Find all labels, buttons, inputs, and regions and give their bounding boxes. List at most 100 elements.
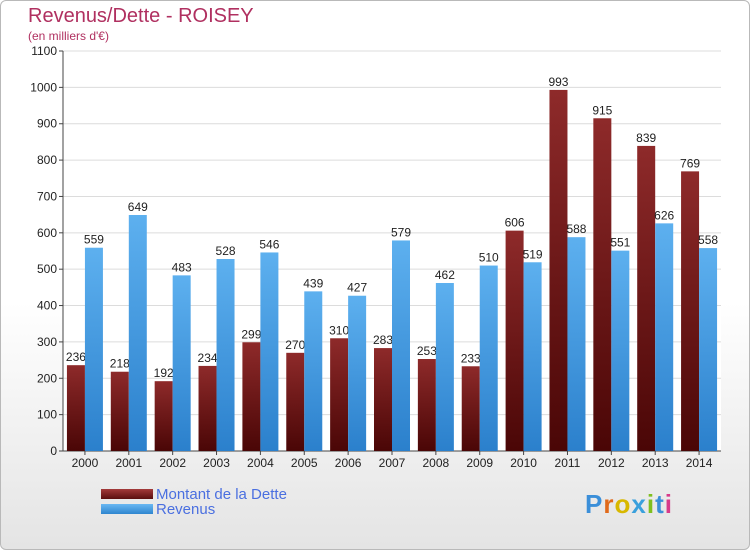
bar-revenue (260, 252, 279, 451)
bar-label-revenue: 528 (216, 244, 236, 258)
bar-label-revenue: 649 (128, 200, 148, 214)
proxiti-logo: Proxiti (585, 489, 673, 520)
bar-debt (154, 381, 173, 451)
bar-label-revenue: 483 (172, 260, 192, 274)
bar-revenue (172, 275, 191, 451)
y-tick-label: 0 (50, 444, 57, 458)
bar-label-revenue: 588 (566, 222, 586, 236)
legend-label-revenue: Revenus (156, 501, 216, 518)
legend-swatch-revenue (101, 504, 153, 514)
bar-label-debt: 310 (329, 323, 349, 337)
logo-letter: t (655, 489, 665, 519)
bar-label-debt: 993 (548, 75, 568, 89)
logo-letter: r (603, 489, 615, 519)
bar-debt (417, 359, 436, 451)
y-tick-label: 500 (37, 262, 57, 276)
bar-label-revenue: 510 (479, 251, 499, 265)
bar-label-revenue: 462 (435, 268, 455, 282)
y-tick-label: 600 (37, 226, 57, 240)
x-tick-label: 2014 (686, 456, 713, 470)
x-tick-label: 2013 (642, 456, 669, 470)
bar-label-revenue: 579 (391, 225, 411, 239)
x-tick-label: 2011 (555, 456, 581, 470)
x-tick-label: 2010 (510, 456, 537, 470)
y-tick-label: 800 (37, 153, 57, 167)
bar-label-debt: 253 (417, 344, 437, 358)
x-tick-label: 2003 (203, 456, 230, 470)
legend-label-debt: Montant de la Dette (156, 486, 287, 503)
bar-label-debt: 839 (636, 131, 656, 145)
logo-letter: i (646, 489, 656, 519)
bar-revenue (479, 265, 498, 451)
x-tick-label: 2002 (159, 456, 186, 470)
bar-label-debt: 283 (373, 333, 393, 347)
bar-label-debt: 234 (198, 351, 218, 365)
bar-revenue (304, 291, 323, 451)
bar-label-debt: 606 (505, 216, 525, 230)
bar-label-revenue: 626 (654, 208, 674, 222)
logo-letter: P (585, 489, 604, 519)
bar-revenue (84, 247, 103, 451)
x-tick-label: 2009 (466, 456, 493, 470)
bar-revenue (128, 215, 147, 451)
bar-label-debt: 915 (592, 103, 612, 117)
bar-label-debt: 299 (241, 327, 261, 341)
bar-debt (286, 352, 305, 451)
x-tick-label: 2007 (379, 456, 406, 470)
bar-debt (593, 118, 612, 451)
bar-label-debt: 270 (285, 338, 305, 352)
logo-letter: i (664, 489, 673, 519)
bar-debt (330, 338, 349, 451)
bar-label-revenue: 427 (347, 281, 367, 295)
bar-label-revenue: 519 (523, 247, 543, 261)
bar-label-debt: 192 (154, 366, 174, 380)
x-tick-label: 2004 (247, 456, 274, 470)
bar-label-revenue: 558 (698, 233, 718, 247)
logo-letter: o (614, 489, 632, 519)
y-tick-label: 900 (37, 117, 57, 131)
y-tick-label: 400 (37, 299, 57, 313)
y-tick-label: 200 (37, 371, 57, 385)
y-tick-label: 300 (37, 335, 57, 349)
bar-debt (374, 348, 392, 451)
bar-debt (637, 145, 656, 451)
x-tick-label: 2008 (423, 456, 450, 470)
bar-label-debt: 218 (110, 357, 130, 371)
y-tick-label: 1000 (30, 80, 57, 94)
bar-debt (461, 366, 480, 451)
bar-label-revenue: 559 (84, 233, 104, 247)
bar-revenue (699, 248, 718, 451)
x-tick-label: 2012 (598, 456, 625, 470)
chart-title: Revenus/Dette - ROISEY (28, 5, 254, 27)
bar-label-revenue: 439 (303, 276, 323, 290)
y-tick-label: 100 (37, 408, 57, 422)
y-tick-label: 1100 (31, 44, 57, 58)
bar-label-debt: 233 (461, 351, 481, 365)
y-tick-label: 700 (37, 189, 57, 203)
x-tick-label: 2001 (115, 456, 142, 470)
chart-subtitle: (en milliers d'€) (28, 29, 109, 43)
x-tick-label: 2000 (72, 456, 99, 470)
legend-swatch-debt (101, 489, 153, 499)
bar-revenue (216, 259, 235, 451)
bar-label-debt: 236 (66, 350, 86, 364)
bar-debt (549, 89, 568, 451)
bar-label-debt: 769 (680, 156, 700, 170)
bar-debt (110, 371, 129, 451)
logo-letter: x (631, 489, 647, 519)
bar-label-revenue: 546 (259, 237, 279, 251)
bar-revenue (655, 223, 674, 451)
bar-debt (681, 171, 700, 451)
bar-debt (198, 365, 217, 451)
bar-debt (242, 342, 261, 451)
bar-debt (505, 230, 524, 451)
x-tick-label: 2006 (335, 456, 362, 470)
bar-revenue (435, 283, 454, 451)
bar-revenue (567, 237, 586, 451)
bar-revenue (348, 295, 367, 451)
bar-revenue (611, 250, 630, 451)
bar-label-revenue: 551 (610, 236, 630, 250)
x-tick-label: 2005 (291, 456, 318, 470)
